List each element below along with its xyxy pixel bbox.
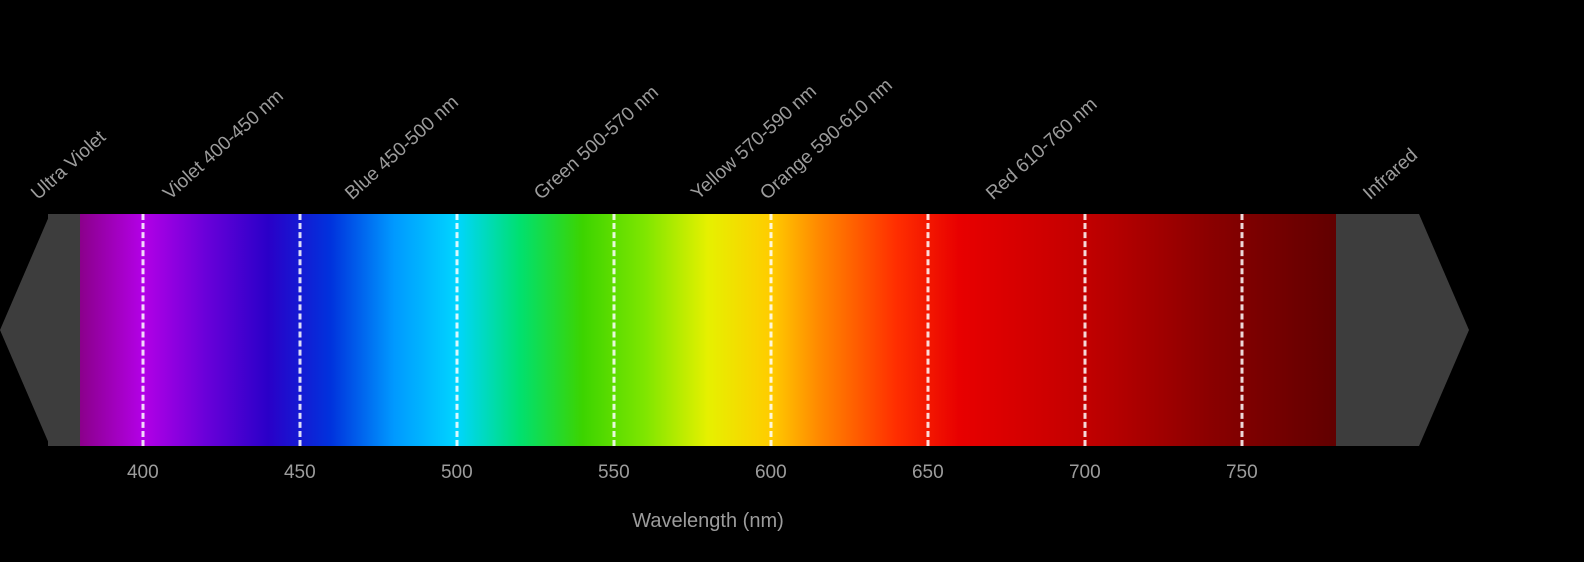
tick-label: 650 — [912, 462, 944, 484]
tick-label: 550 — [598, 462, 630, 484]
grid-line — [926, 214, 929, 446]
grid-line — [141, 214, 144, 446]
region-label: Blue 450-500 nm — [342, 92, 464, 205]
region-label: Infrared — [1359, 145, 1422, 205]
grid-line — [769, 214, 772, 446]
grid-line — [298, 214, 301, 446]
region-label: Orange 590-610 nm — [756, 75, 897, 205]
tick-label: 750 — [1226, 462, 1258, 484]
tick-label: 600 — [755, 462, 787, 484]
region-label: Yellow 570-590 nm — [687, 81, 821, 205]
grid-line — [1240, 214, 1243, 446]
region-label: Red 610-760 nm — [982, 94, 1102, 205]
region-label: Green 500-570 nm — [530, 82, 663, 205]
region-label: Ultra Violet — [28, 127, 112, 205]
grid-line — [612, 214, 615, 446]
tick-label: 500 — [441, 462, 473, 484]
tick-label: 400 — [127, 462, 159, 484]
uv-arrow-left — [0, 214, 50, 446]
ir-arrow-right — [1419, 214, 1469, 446]
tick-label: 700 — [1069, 462, 1101, 484]
tick-label: 450 — [284, 462, 316, 484]
grid-line — [1083, 214, 1086, 446]
region-label: Violet 400-450 nm — [159, 86, 288, 205]
axis-title: Wavelength (nm) — [632, 510, 784, 533]
grid-line — [455, 214, 458, 446]
spectrum-gradient — [80, 214, 1336, 446]
visible-spectrum-diagram: 400 450 500 550 600 650 700 750 Ultra Violet Vio… — [0, 0, 1584, 562]
